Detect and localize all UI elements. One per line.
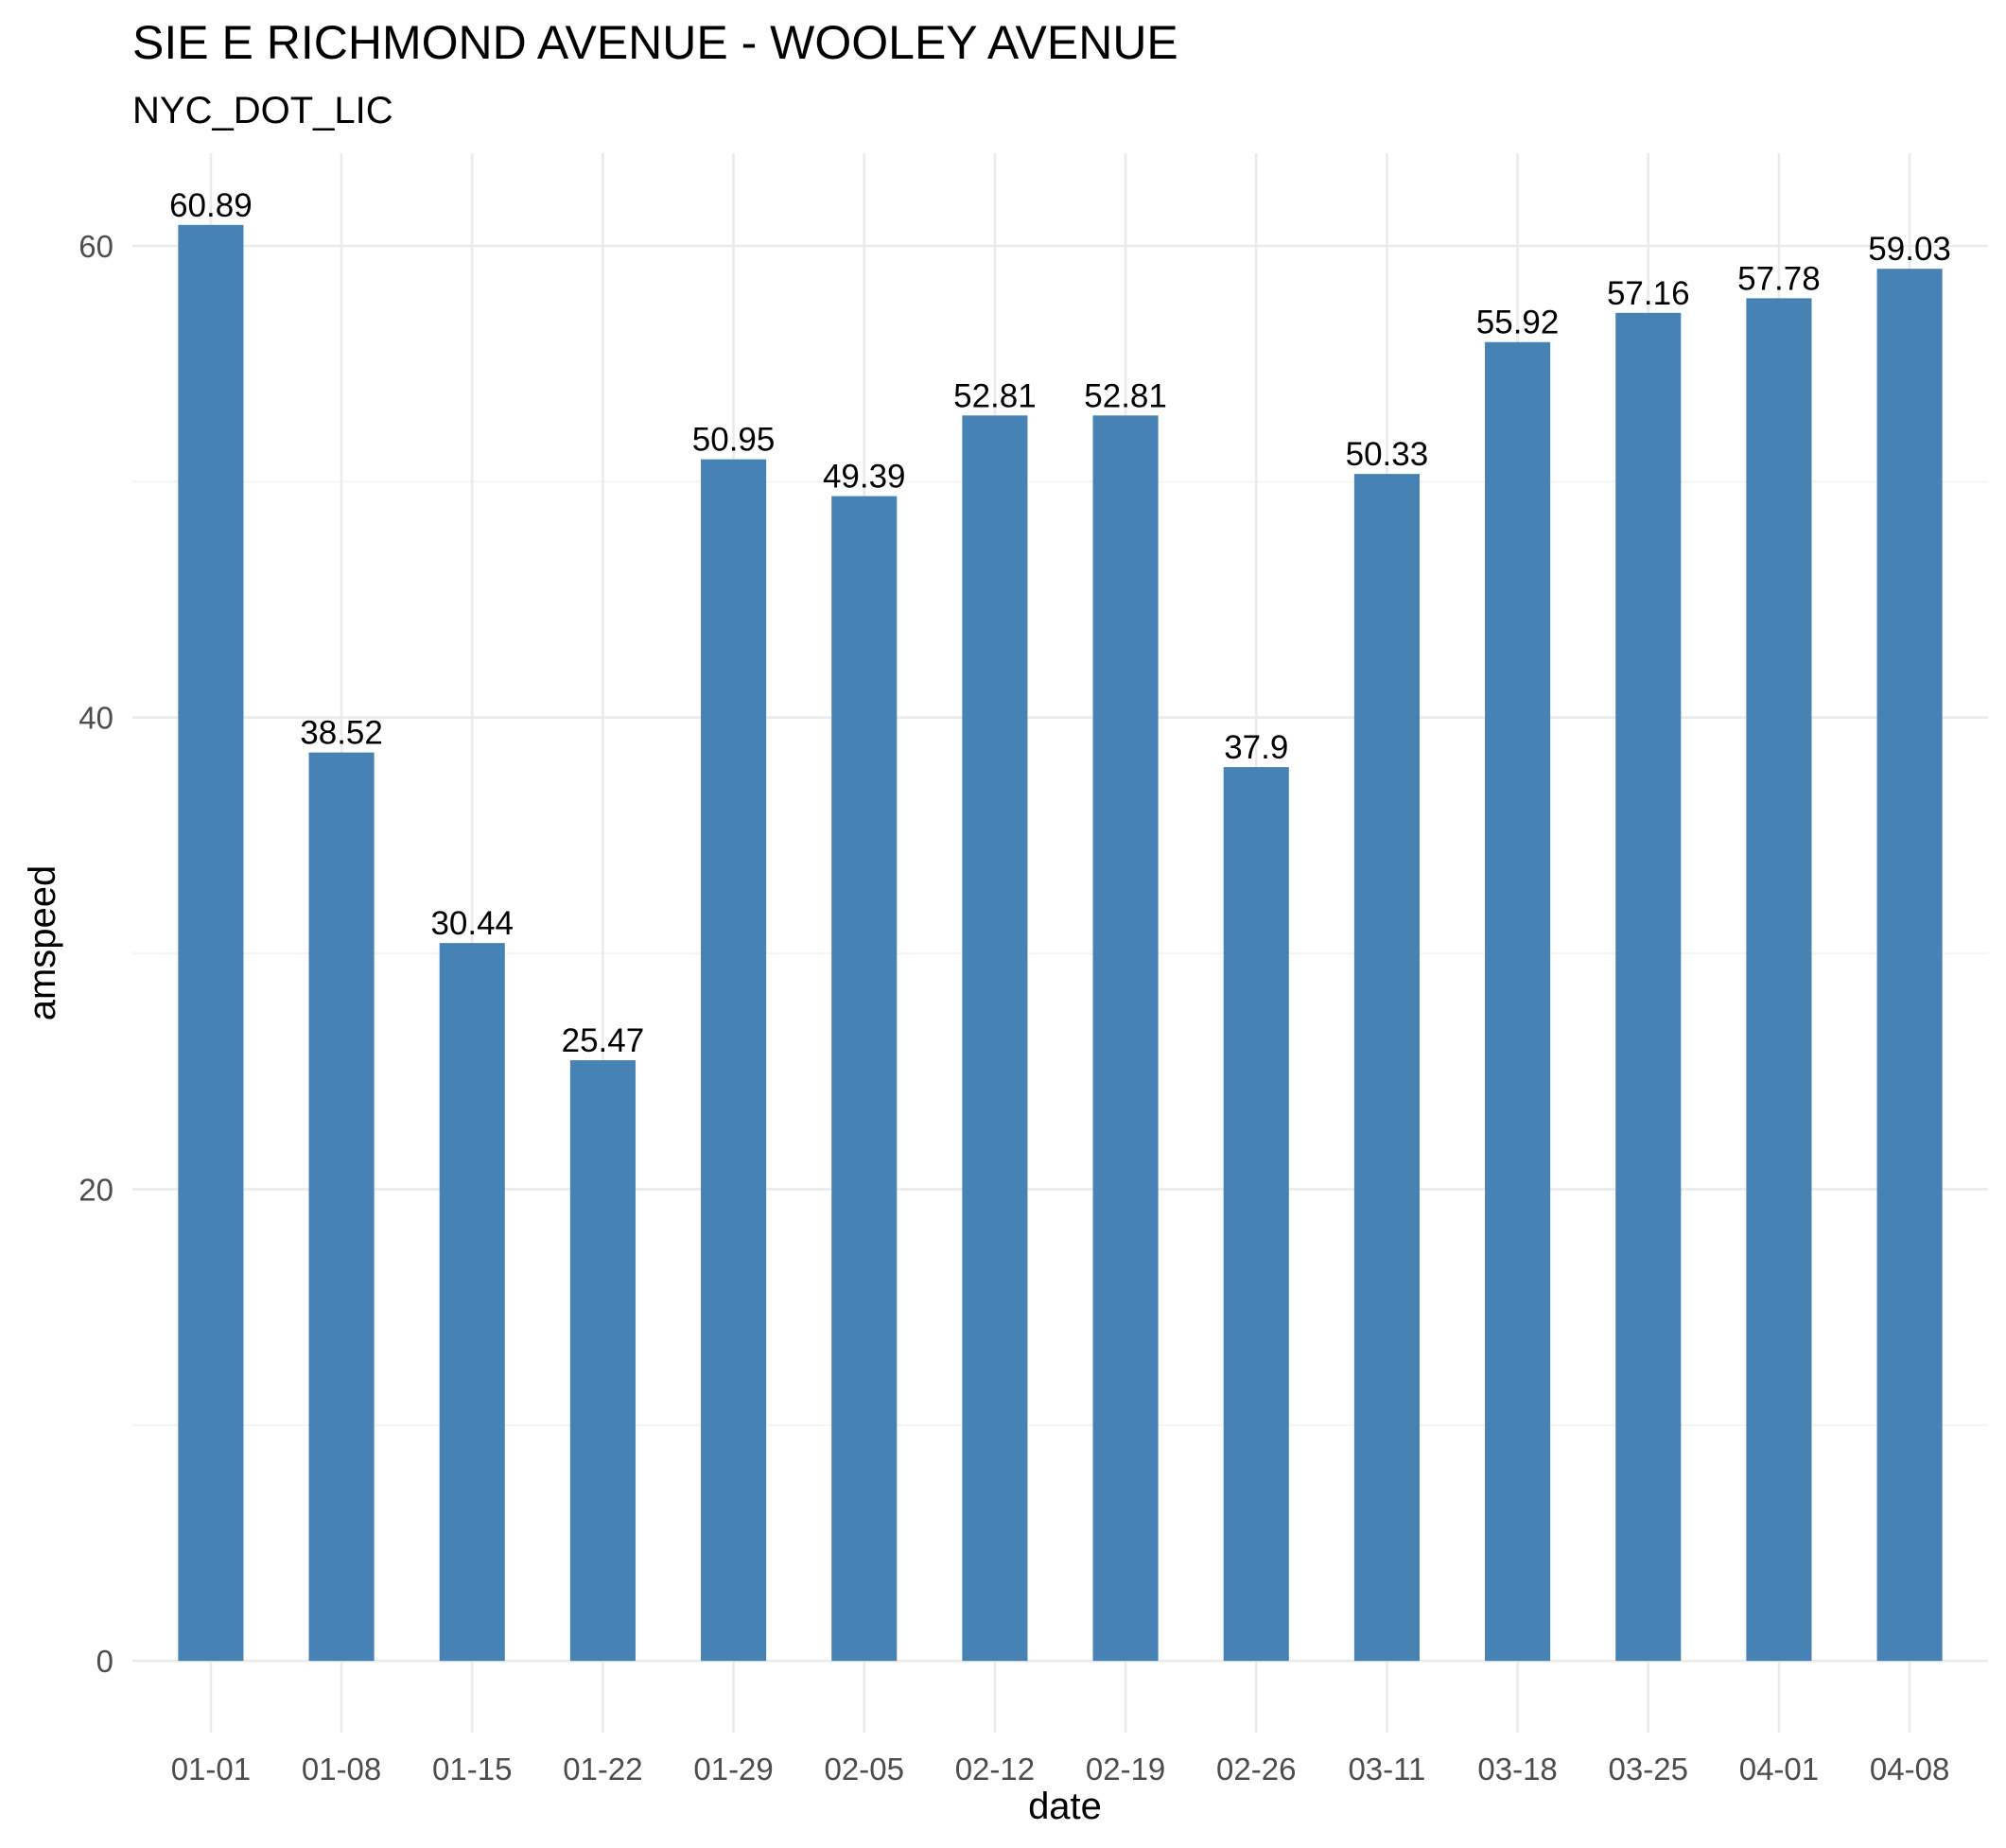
bar bbox=[1092, 415, 1159, 1662]
bar bbox=[701, 459, 767, 1662]
chart-subtitle: NYC_DOT_LIC bbox=[132, 90, 393, 131]
x-tick-label: 01-01 bbox=[171, 1752, 251, 1787]
data-label: 52.81 bbox=[953, 377, 1037, 414]
chart-title: SIE E RICHMOND AVENUE - WOOLEY AVENUE bbox=[132, 16, 1178, 69]
x-tick-label: 04-01 bbox=[1739, 1752, 1819, 1787]
data-label-layer: 60.89 38.52 30.44 25.47 50.95 49.39 52.81 52.81… bbox=[169, 187, 1951, 1059]
data-label: 55.92 bbox=[1476, 305, 1560, 341]
data-label: 57.16 bbox=[1607, 275, 1690, 312]
x-tick-label: 02-12 bbox=[955, 1752, 1035, 1787]
y-tick-label: 0 bbox=[96, 1644, 113, 1679]
x-tick-label: 02-05 bbox=[825, 1752, 904, 1787]
x-tick-label: 01-22 bbox=[563, 1752, 642, 1787]
data-label: 57.78 bbox=[1737, 260, 1821, 297]
x-tick-label: 01-08 bbox=[302, 1752, 381, 1787]
bar bbox=[569, 1060, 636, 1662]
x-tick-label: 01-15 bbox=[432, 1752, 512, 1787]
y-tick-label: 20 bbox=[78, 1172, 113, 1207]
data-label: 37.9 bbox=[1224, 729, 1288, 766]
data-label: 49.39 bbox=[823, 459, 906, 496]
bar bbox=[178, 224, 244, 1662]
x-tick-label: 03-11 bbox=[1348, 1752, 1425, 1787]
data-label: 50.33 bbox=[1346, 436, 1429, 473]
bar bbox=[1223, 767, 1289, 1662]
data-label: 59.03 bbox=[1868, 231, 1951, 268]
data-label: 30.44 bbox=[430, 905, 514, 942]
x-tick-label: 02-19 bbox=[1086, 1752, 1165, 1787]
bar bbox=[439, 943, 505, 1662]
y-tick-label: 40 bbox=[78, 701, 113, 736]
bar bbox=[962, 415, 1028, 1662]
data-label: 52.81 bbox=[1084, 377, 1167, 414]
x-tick-label: 04-08 bbox=[1870, 1752, 1949, 1787]
data-label: 50.95 bbox=[692, 422, 776, 459]
bar bbox=[1615, 312, 1682, 1662]
y-axis-title: amspeed bbox=[22, 865, 63, 1021]
x-tick-label: 01-29 bbox=[693, 1752, 773, 1787]
bar bbox=[1746, 298, 1812, 1662]
bar bbox=[308, 752, 375, 1662]
axis-layer: 0 20 40 60 01-01 01-08 01-15 01-22 01-29 02-05 02-… bbox=[78, 229, 1949, 1787]
data-label: 60.89 bbox=[169, 187, 253, 224]
x-axis-title: date bbox=[1028, 1786, 1102, 1827]
bar bbox=[1876, 269, 1943, 1662]
data-label: 38.52 bbox=[300, 715, 383, 752]
bar bbox=[1353, 474, 1420, 1662]
bar bbox=[1485, 341, 1551, 1662]
data-label: 25.47 bbox=[562, 1022, 645, 1059]
x-tick-label: 03-18 bbox=[1477, 1752, 1557, 1787]
y-tick-label: 60 bbox=[78, 229, 113, 264]
x-tick-label: 02-26 bbox=[1216, 1752, 1296, 1787]
bar bbox=[831, 496, 898, 1662]
x-tick-label: 03-25 bbox=[1609, 1752, 1688, 1787]
bar-layer bbox=[178, 224, 1943, 1662]
